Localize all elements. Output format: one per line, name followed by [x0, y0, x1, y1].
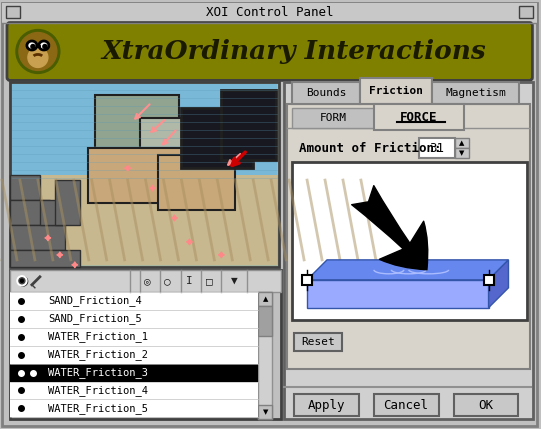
Bar: [292, 82, 360, 104]
Text: WATER_Friction_3: WATER_Friction_3: [48, 367, 148, 378]
Bar: [454, 138, 469, 148]
Text: Friction: Friction: [369, 86, 423, 97]
Bar: [10, 328, 258, 346]
Bar: [432, 82, 519, 104]
Text: FORM: FORM: [320, 113, 347, 123]
Text: SAND_Friction_4: SAND_Friction_4: [48, 295, 142, 306]
Text: ▼: ▼: [231, 276, 237, 286]
Bar: [292, 108, 374, 128]
Bar: [10, 200, 50, 225]
Bar: [374, 104, 464, 130]
Bar: [10, 82, 279, 267]
Circle shape: [17, 276, 27, 286]
Circle shape: [43, 45, 47, 48]
Bar: [374, 394, 439, 417]
Text: Magnetism: Magnetism: [445, 88, 506, 98]
Bar: [2, 3, 537, 23]
Bar: [10, 250, 80, 267]
Text: SAND_Friction_5: SAND_Friction_5: [48, 313, 142, 324]
Bar: [12, 85, 277, 189]
Text: FORCE: FORCE: [400, 111, 438, 124]
Bar: [287, 104, 530, 369]
Bar: [10, 381, 258, 399]
Bar: [519, 6, 533, 18]
Text: ▲: ▲: [262, 296, 268, 302]
Text: ▼: ▼: [459, 150, 464, 156]
Circle shape: [19, 278, 25, 284]
Bar: [10, 225, 65, 250]
Circle shape: [28, 48, 48, 67]
Bar: [10, 175, 40, 200]
Text: ▼: ▼: [262, 409, 268, 415]
Bar: [258, 292, 272, 306]
Text: Apply: Apply: [307, 399, 345, 412]
Text: XtraOrdinary Interactions: XtraOrdinary Interactions: [102, 39, 486, 64]
Text: Bounds: Bounds: [306, 88, 346, 98]
Text: ◎: ◎: [144, 276, 151, 286]
Bar: [10, 270, 281, 420]
Bar: [258, 306, 272, 335]
Bar: [10, 292, 258, 310]
Text: ●: ●: [16, 274, 28, 288]
Bar: [360, 79, 432, 104]
Text: I: I: [186, 276, 193, 286]
Bar: [221, 91, 276, 160]
Text: WATER_Friction_5: WATER_Friction_5: [48, 403, 148, 414]
Bar: [294, 332, 342, 350]
Text: ▲: ▲: [459, 140, 464, 146]
Bar: [10, 363, 258, 381]
Bar: [294, 394, 359, 417]
Bar: [6, 6, 20, 18]
Bar: [454, 148, 469, 158]
Text: XOI Control Panel: XOI Control Panel: [207, 6, 334, 19]
Bar: [419, 138, 454, 158]
Bar: [12, 175, 277, 265]
Bar: [292, 162, 527, 320]
Circle shape: [21, 279, 23, 282]
Bar: [10, 270, 281, 292]
Text: Reset: Reset: [301, 337, 335, 347]
Bar: [55, 180, 80, 225]
Bar: [10, 346, 258, 363]
Polygon shape: [307, 280, 489, 308]
Circle shape: [16, 30, 60, 73]
Text: 31: 31: [429, 142, 444, 155]
Bar: [157, 155, 235, 210]
Bar: [10, 399, 258, 417]
Text: WATER_Friction_1: WATER_Friction_1: [48, 331, 148, 342]
Circle shape: [40, 42, 48, 49]
Bar: [302, 275, 312, 285]
Bar: [10, 310, 258, 328]
Text: OK: OK: [478, 399, 493, 412]
Polygon shape: [489, 260, 509, 308]
Text: WATER_Friction_4: WATER_Friction_4: [48, 385, 148, 396]
Bar: [284, 82, 533, 420]
Circle shape: [19, 33, 57, 70]
Polygon shape: [307, 260, 509, 280]
Text: Amount of Friction:: Amount of Friction:: [299, 142, 441, 155]
Text: ○: ○: [164, 276, 171, 286]
Circle shape: [31, 45, 35, 48]
Bar: [88, 148, 182, 203]
FancyBboxPatch shape: [7, 23, 532, 80]
Text: □: □: [206, 276, 213, 286]
Bar: [181, 108, 253, 168]
Text: Cancel: Cancel: [383, 399, 428, 412]
Bar: [95, 95, 180, 155]
Circle shape: [28, 42, 36, 49]
Bar: [258, 292, 272, 420]
Bar: [40, 200, 65, 225]
Bar: [454, 394, 518, 417]
Bar: [140, 118, 214, 170]
Bar: [258, 405, 272, 420]
Text: WATER_Friction_2: WATER_Friction_2: [48, 349, 148, 360]
Bar: [484, 275, 493, 285]
